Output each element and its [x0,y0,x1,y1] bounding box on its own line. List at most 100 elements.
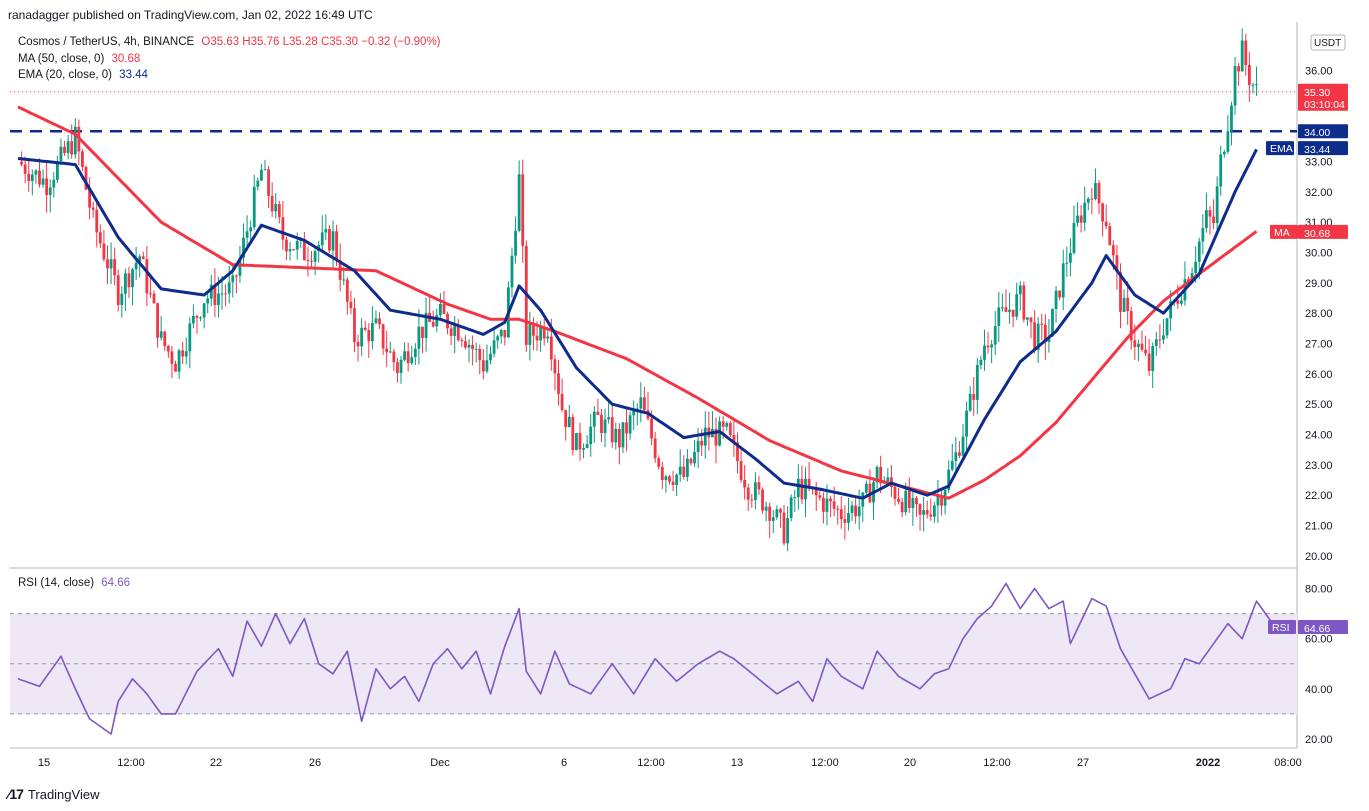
candle-body [324,228,328,233]
candle-body [152,293,156,304]
candle-body [456,325,460,341]
candle-body [664,476,668,481]
candle-body [252,186,256,228]
candle-body [149,293,152,295]
candle-body [972,393,976,400]
ma-legend[interactable]: MA (50, close, 0) 30.68 [18,53,140,65]
candle-body [567,416,571,428]
candle-body [353,308,356,342]
candle-body [1144,349,1147,354]
currency-label: USDT [1314,38,1341,49]
candle-body [736,442,739,462]
price-tick-label: 23.00 [1305,460,1333,472]
candle-body [227,282,231,294]
candle-body [59,146,63,162]
candle-body [532,324,535,336]
candle-body [542,326,546,339]
candle-body [1015,294,1019,317]
candle-body [843,519,847,523]
ma-value-tag-bg [1298,224,1348,239]
candle-body [145,258,149,294]
ema-value-tag-bg [1298,141,1348,156]
symbol-legend[interactable]: Cosmos / TetherUS, 4h, BINANCE O35.63 H3… [18,36,441,48]
candle-body [81,151,84,168]
candle-body [1154,339,1158,347]
candle-body [27,173,31,182]
candle-body [990,344,994,348]
candle-body [109,259,113,269]
candle-body [1104,221,1108,227]
candle-body [1176,300,1180,304]
candle-body [242,237,245,258]
candle-body [922,510,926,515]
candle-body [954,452,958,461]
candle-body [159,331,163,338]
candle-body [417,326,421,349]
candle-body [614,428,618,443]
candle-body [1004,307,1008,312]
tradingview-mark-icon: ⁄17 [8,786,24,802]
price-tick-label: 21.00 [1305,521,1333,533]
candle-body [438,303,442,316]
candle-body [965,410,968,437]
time-tick-label: 15 [38,757,50,769]
candle-body [48,187,52,196]
time-tick-label: 2022 [1196,757,1220,769]
candle-body [1090,198,1094,200]
candle-body [134,262,138,270]
candle-body [979,359,983,366]
candle-body [209,284,213,299]
candle-body [850,505,854,513]
candle-body [496,336,500,341]
tradingview-logo[interactable]: ⁄17 TradingView [8,786,99,802]
candle-body [639,397,643,409]
candle-body [1076,215,1079,223]
candle-body [1165,318,1169,336]
ema-legend[interactable]: EMA (20, close, 0) 33.44 [18,69,148,81]
ma-label-tag-bg [1270,224,1298,239]
candle-body [915,498,918,505]
candle-body [274,203,278,212]
ma-value-tag-text: 30.68 [1304,228,1330,240]
candle-body [1212,216,1215,224]
candle-body [732,434,736,443]
candle-body [632,410,636,416]
tradingview-brand: TradingView [27,786,100,802]
candle-body [381,324,385,349]
candle-body [510,255,514,288]
candle-body [356,341,360,347]
candle-body [718,421,721,446]
candle-body [1115,255,1119,273]
candle-body [38,170,41,185]
candle-body [1226,131,1230,152]
candle-body [213,284,217,305]
candle-body [20,161,23,165]
candle-body [753,482,757,501]
candle-body [1208,210,1212,217]
candle-body [174,363,177,372]
candle-body [234,275,238,277]
candle-body [1215,186,1219,224]
candle-body [1247,65,1251,86]
candle-body [492,340,496,354]
price-tick-label: 22.00 [1305,490,1333,502]
candle-body [277,203,281,218]
candle-body [263,169,267,171]
time-tick-label: 22 [210,757,222,769]
rsi-label-tag-text: RSI [1272,622,1290,634]
level-tag-text: 34.00 [1304,127,1330,139]
rsi-legend[interactable]: RSI (14, close) 64.66 [18,577,130,589]
price-tick-label: 30.00 [1305,248,1333,260]
candle-body [131,269,134,288]
candle-body [120,293,124,305]
candle-body [1194,261,1198,274]
candle-body [546,336,550,339]
candle-body [206,298,210,304]
candle-body [818,495,822,498]
candle-body [1158,339,1162,341]
candle-body [295,240,299,250]
candle-body [779,509,782,513]
candle-body [600,414,603,434]
candle-body [925,510,929,515]
